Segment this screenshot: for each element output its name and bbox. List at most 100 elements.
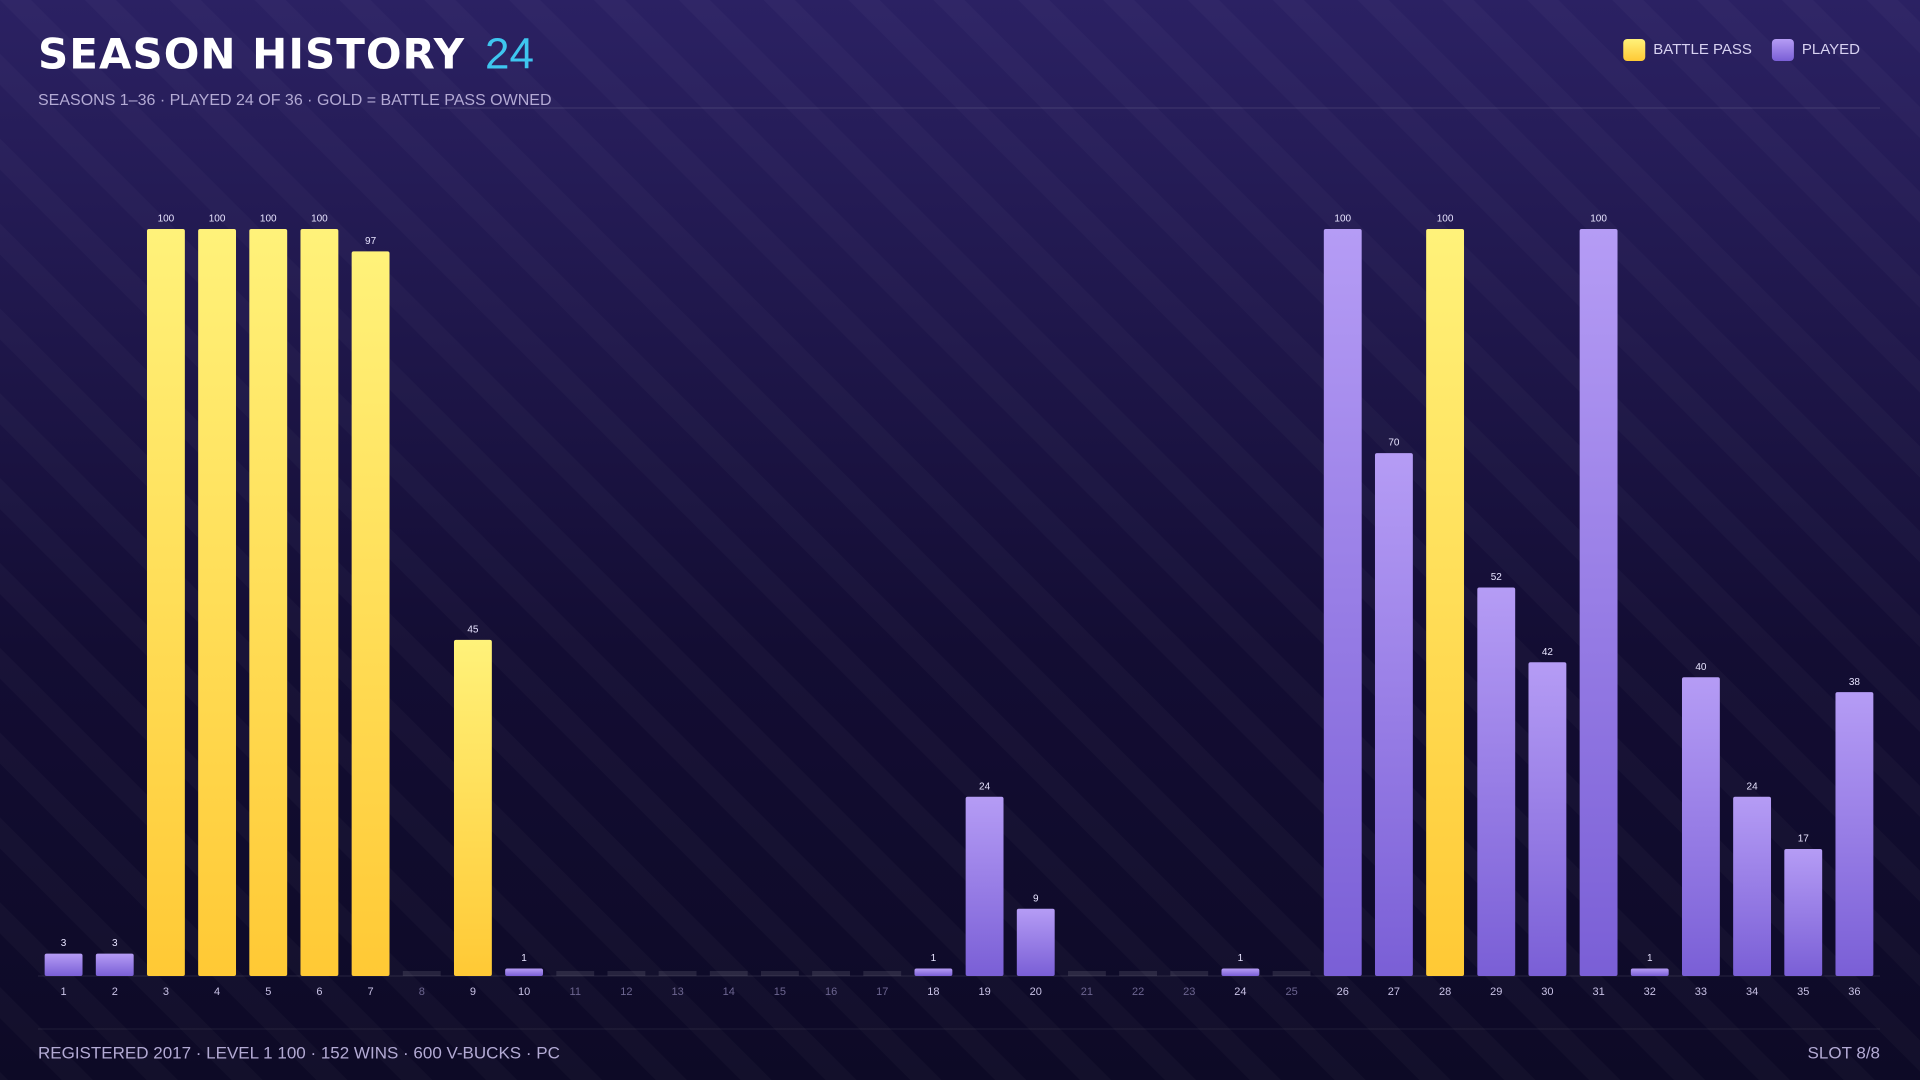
value-label: 100 (260, 214, 277, 225)
value-label: 17 (1798, 834, 1810, 845)
x-tick-label: 7 (368, 986, 374, 998)
empty-slot (402, 971, 441, 976)
value-label: 70 (1388, 438, 1400, 449)
bar (1630, 968, 1669, 976)
value-label: 24 (1747, 781, 1759, 792)
legend-label: PLAYED (1802, 41, 1860, 58)
x-tick-label: 21 (1081, 986, 1093, 998)
bar (95, 953, 134, 976)
x-tick-label: 3 (163, 986, 169, 998)
x-tick-label: 18 (927, 986, 939, 998)
x-tick-label: 19 (978, 986, 990, 998)
x-tick-label: 25 (1285, 986, 1297, 998)
footer-stats: REGISTERED 2017 · LEVEL 1 100 · 152 WINS… (38, 1043, 560, 1062)
x-tick-label: 17 (876, 986, 888, 998)
x-tick-label: 32 (1644, 986, 1656, 998)
bar (1221, 968, 1260, 976)
subtitle: SEASONS 1–36 · PLAYED 24 OF 36 · GOLD = … (38, 92, 552, 109)
bar (1784, 849, 1823, 976)
value-label: 100 (1437, 214, 1454, 225)
bar (965, 796, 1004, 976)
x-tick-label: 9 (470, 986, 476, 998)
bar (351, 251, 390, 976)
bar (453, 639, 492, 976)
x-tick-label: 22 (1132, 986, 1144, 998)
value-label: 100 (1334, 214, 1351, 225)
x-tick-label: 23 (1183, 986, 1195, 998)
bar (1477, 587, 1516, 976)
empty-slot (760, 971, 799, 976)
x-tick-label: 20 (1030, 986, 1042, 998)
empty-slot (1067, 971, 1106, 976)
value-label: 1 (931, 953, 937, 964)
empty-slot (709, 971, 748, 976)
x-tick-label: 33 (1695, 986, 1707, 998)
empty-slot (863, 971, 902, 976)
x-tick-label: 35 (1797, 986, 1809, 998)
bar (198, 229, 237, 976)
empty-slot (1170, 971, 1209, 976)
bar (146, 229, 185, 976)
x-tick-label: 2 (112, 986, 118, 998)
legend: PLAYED BATTLE PASS (1623, 39, 1860, 61)
bar (914, 968, 953, 976)
empty-slot (556, 971, 595, 976)
value-label: 1 (1238, 953, 1244, 964)
bar (1579, 229, 1618, 976)
value-label: 42 (1542, 647, 1554, 658)
bar (1016, 908, 1055, 976)
x-tick-label: 8 (419, 986, 425, 998)
x-tick-label: 27 (1388, 986, 1400, 998)
bar (1323, 229, 1362, 976)
x-tick-label: 11 (570, 986, 581, 998)
legend-label: BATTLE PASS (1653, 41, 1752, 58)
bar (44, 953, 83, 976)
x-tick-label: 5 (265, 986, 271, 998)
x-tick-label: 26 (1337, 986, 1349, 998)
x-tick-label: 16 (825, 986, 837, 998)
value-label: 9 (1033, 893, 1039, 904)
x-tick-label: 12 (620, 986, 632, 998)
title: SEASON HISTORY (38, 30, 465, 79)
x-tick-label: 28 (1439, 986, 1451, 998)
value-label: 3 (112, 938, 118, 949)
x-tick-label: 29 (1490, 986, 1502, 998)
value-label: 1 (1647, 953, 1653, 964)
x-tick-label: 34 (1746, 986, 1758, 998)
x-tick-label: 6 (316, 986, 322, 998)
x-tick-label: 10 (518, 986, 530, 998)
bar (1528, 662, 1567, 976)
bar (249, 229, 288, 976)
value-label: 100 (209, 214, 226, 225)
empty-slot (1119, 971, 1158, 976)
bar (505, 968, 544, 976)
bar (1374, 453, 1413, 977)
played-count: 24 (485, 30, 534, 79)
value-label: 45 (467, 624, 479, 635)
x-tick-label: 24 (1234, 986, 1246, 998)
empty-slot (1272, 971, 1311, 976)
bar (1733, 796, 1772, 976)
slot-indicator: SLOT 8/8 (1808, 1043, 1880, 1062)
empty-slot (658, 971, 697, 976)
x-tick-label: 31 (1592, 986, 1604, 998)
value-label: 3 (61, 938, 67, 949)
bar (1681, 677, 1720, 976)
x-tick-label: 36 (1848, 986, 1860, 998)
x-tick-label: 1 (61, 986, 67, 998)
value-label: 100 (1590, 214, 1607, 225)
empty-slot (812, 971, 851, 976)
value-label: 24 (979, 781, 991, 792)
legend-swatch (1623, 39, 1646, 61)
x-tick-label: 13 (671, 986, 683, 998)
value-label: 52 (1491, 572, 1503, 583)
value-label: 1 (521, 953, 527, 964)
bar (1835, 692, 1874, 976)
value-label: 100 (158, 214, 175, 225)
empty-slot (607, 971, 646, 976)
x-tick-label: 14 (723, 986, 735, 998)
bar (300, 229, 339, 976)
